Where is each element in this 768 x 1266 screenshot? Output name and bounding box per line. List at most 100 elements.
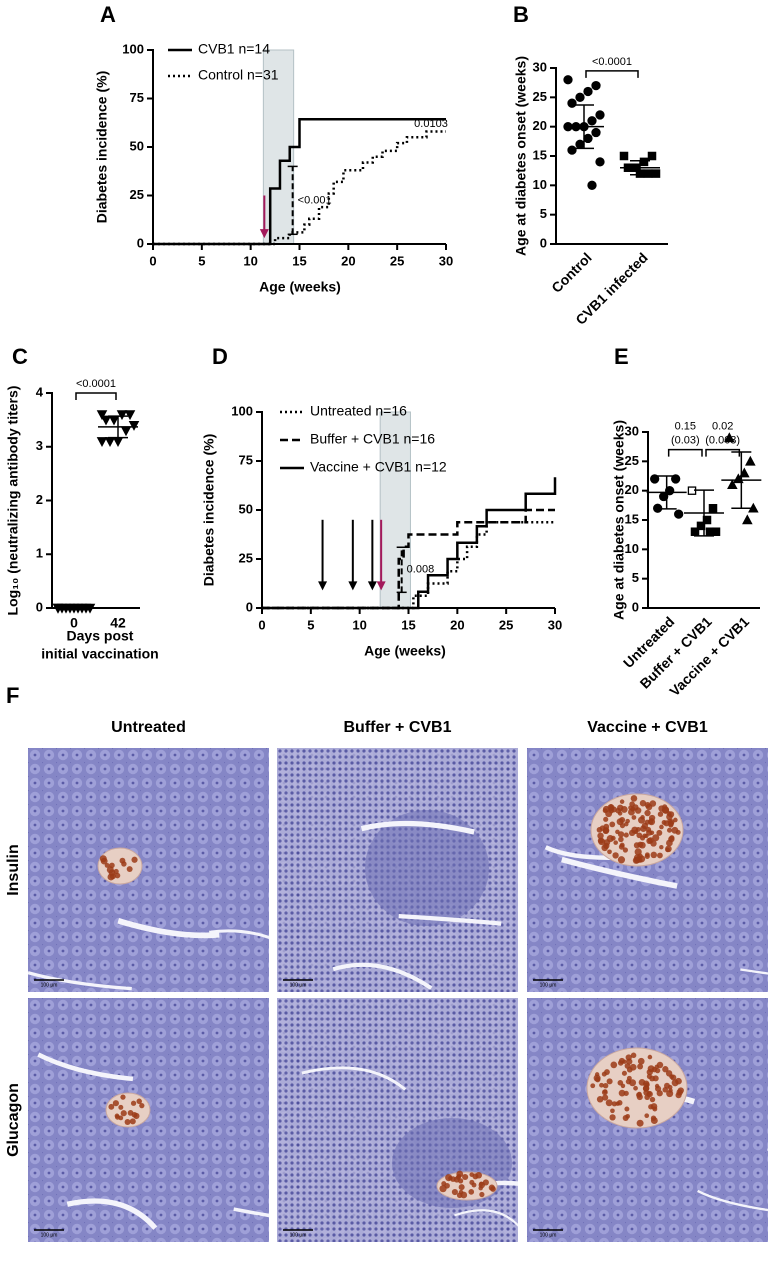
vessel — [332, 962, 433, 990]
stained-cell — [649, 800, 657, 807]
stained-cell — [640, 815, 645, 820]
stained-cell — [625, 818, 630, 824]
stained-cell — [618, 1089, 626, 1097]
y-tick-label: 20 — [533, 118, 547, 133]
stained-cell — [108, 1103, 115, 1110]
data-point — [575, 139, 585, 149]
vessel — [28, 971, 132, 991]
p-value: <0.001 — [298, 194, 332, 206]
data-point — [587, 180, 597, 190]
vessel — [454, 1209, 518, 1227]
x-tick-label: 0 — [258, 617, 265, 632]
stained-cell — [652, 1075, 659, 1082]
stained-cell — [639, 800, 647, 807]
legend-label: Control n=31 — [198, 67, 279, 83]
y-tick-label: 5 — [632, 570, 639, 585]
y-axis-title: Age at diabetes onset (weeks) — [513, 56, 529, 256]
stained-cell — [631, 815, 637, 820]
stained-cell — [109, 862, 115, 869]
stained-cell — [659, 824, 664, 830]
stained-cell — [601, 1089, 608, 1096]
stained-cell — [641, 822, 649, 830]
stained-cell — [131, 856, 138, 863]
significance-bracket — [705, 448, 741, 457]
data-point — [591, 80, 601, 91]
stained-cell — [652, 834, 660, 842]
y-tick-label: 25 — [239, 550, 253, 565]
stained-cell — [458, 1184, 465, 1191]
x-axis-title: Age (weeks) — [259, 279, 341, 295]
y-tick-label: 75 — [239, 452, 253, 467]
x-tick-label: 5 — [307, 617, 314, 632]
stained-cell — [623, 1090, 629, 1096]
stained-cell — [462, 1173, 469, 1181]
stained-cell — [666, 827, 673, 833]
stained-cell — [657, 811, 664, 817]
stained-cell — [490, 1186, 496, 1192]
legend-label: Buffer + CVB1 n=16 — [310, 431, 435, 447]
stained-cell — [448, 1176, 453, 1181]
tissue — [28, 748, 269, 992]
stained-cell — [120, 1110, 127, 1117]
data-point — [705, 527, 715, 536]
stained-cell — [597, 837, 604, 844]
lymphoid-region — [365, 810, 489, 926]
column-title: Vaccine + CVB1 — [587, 719, 708, 736]
data-point — [619, 151, 629, 161]
data-point — [96, 410, 108, 421]
survival-line — [262, 477, 557, 610]
significance-bracket — [667, 448, 703, 457]
stained-cell — [675, 1077, 682, 1085]
stained-cell — [468, 1189, 475, 1195]
data-point — [671, 474, 681, 484]
row-title: Insulin — [5, 844, 22, 896]
stained-cell — [120, 1094, 126, 1100]
p-value: 0.0103 — [414, 118, 448, 130]
stained-cell — [605, 1099, 613, 1107]
stained-cell — [620, 1083, 626, 1089]
stained-cell — [663, 820, 670, 827]
stained-cell — [478, 1185, 483, 1191]
significance-bracket — [75, 392, 117, 400]
data-point — [100, 415, 112, 426]
data-point — [583, 133, 593, 144]
stained-cell — [629, 1063, 637, 1071]
y-tick-label: 10 — [625, 541, 639, 556]
data-point — [595, 157, 605, 167]
stained-cell — [637, 1063, 644, 1070]
stained-cell — [634, 848, 642, 856]
scale-bar-label: 100 µm — [540, 982, 557, 988]
stained-cell — [632, 856, 640, 864]
stained-cell — [659, 844, 664, 850]
stained-cell — [602, 805, 610, 813]
p-value: 0.008 — [407, 564, 435, 576]
micrograph: 100 µm — [277, 748, 518, 992]
vessel — [740, 968, 768, 975]
vessel — [697, 1189, 768, 1212]
y-tick-label: 1 — [36, 546, 43, 561]
stained-cell — [648, 819, 654, 825]
legend-label: Vaccine + CVB1 n=12 — [310, 459, 447, 475]
stained-cell — [451, 1188, 458, 1196]
stained-cell — [124, 1119, 131, 1125]
x-tick-label: 15 — [401, 617, 415, 632]
stained-cell — [130, 1100, 137, 1106]
stained-cell — [625, 1078, 632, 1085]
stained-cell — [636, 832, 643, 839]
data-point — [563, 75, 573, 85]
x-tick-label: 25 — [499, 617, 513, 632]
stained-cell — [590, 1083, 596, 1089]
stained-cell — [114, 1113, 120, 1119]
p-value: (0.03) — [671, 435, 700, 447]
x-tick-label: Control — [548, 249, 595, 296]
y-tick-label: 0 — [246, 599, 253, 614]
stained-cell — [666, 839, 673, 847]
panel-label: A — [100, 2, 116, 27]
stained-cell — [650, 840, 657, 847]
stained-cell — [620, 805, 628, 813]
stained-cell — [609, 1114, 616, 1121]
scale-bar-label: 100 µm — [540, 1232, 557, 1238]
stained-cell — [594, 1072, 600, 1077]
stained-cell — [609, 821, 616, 828]
